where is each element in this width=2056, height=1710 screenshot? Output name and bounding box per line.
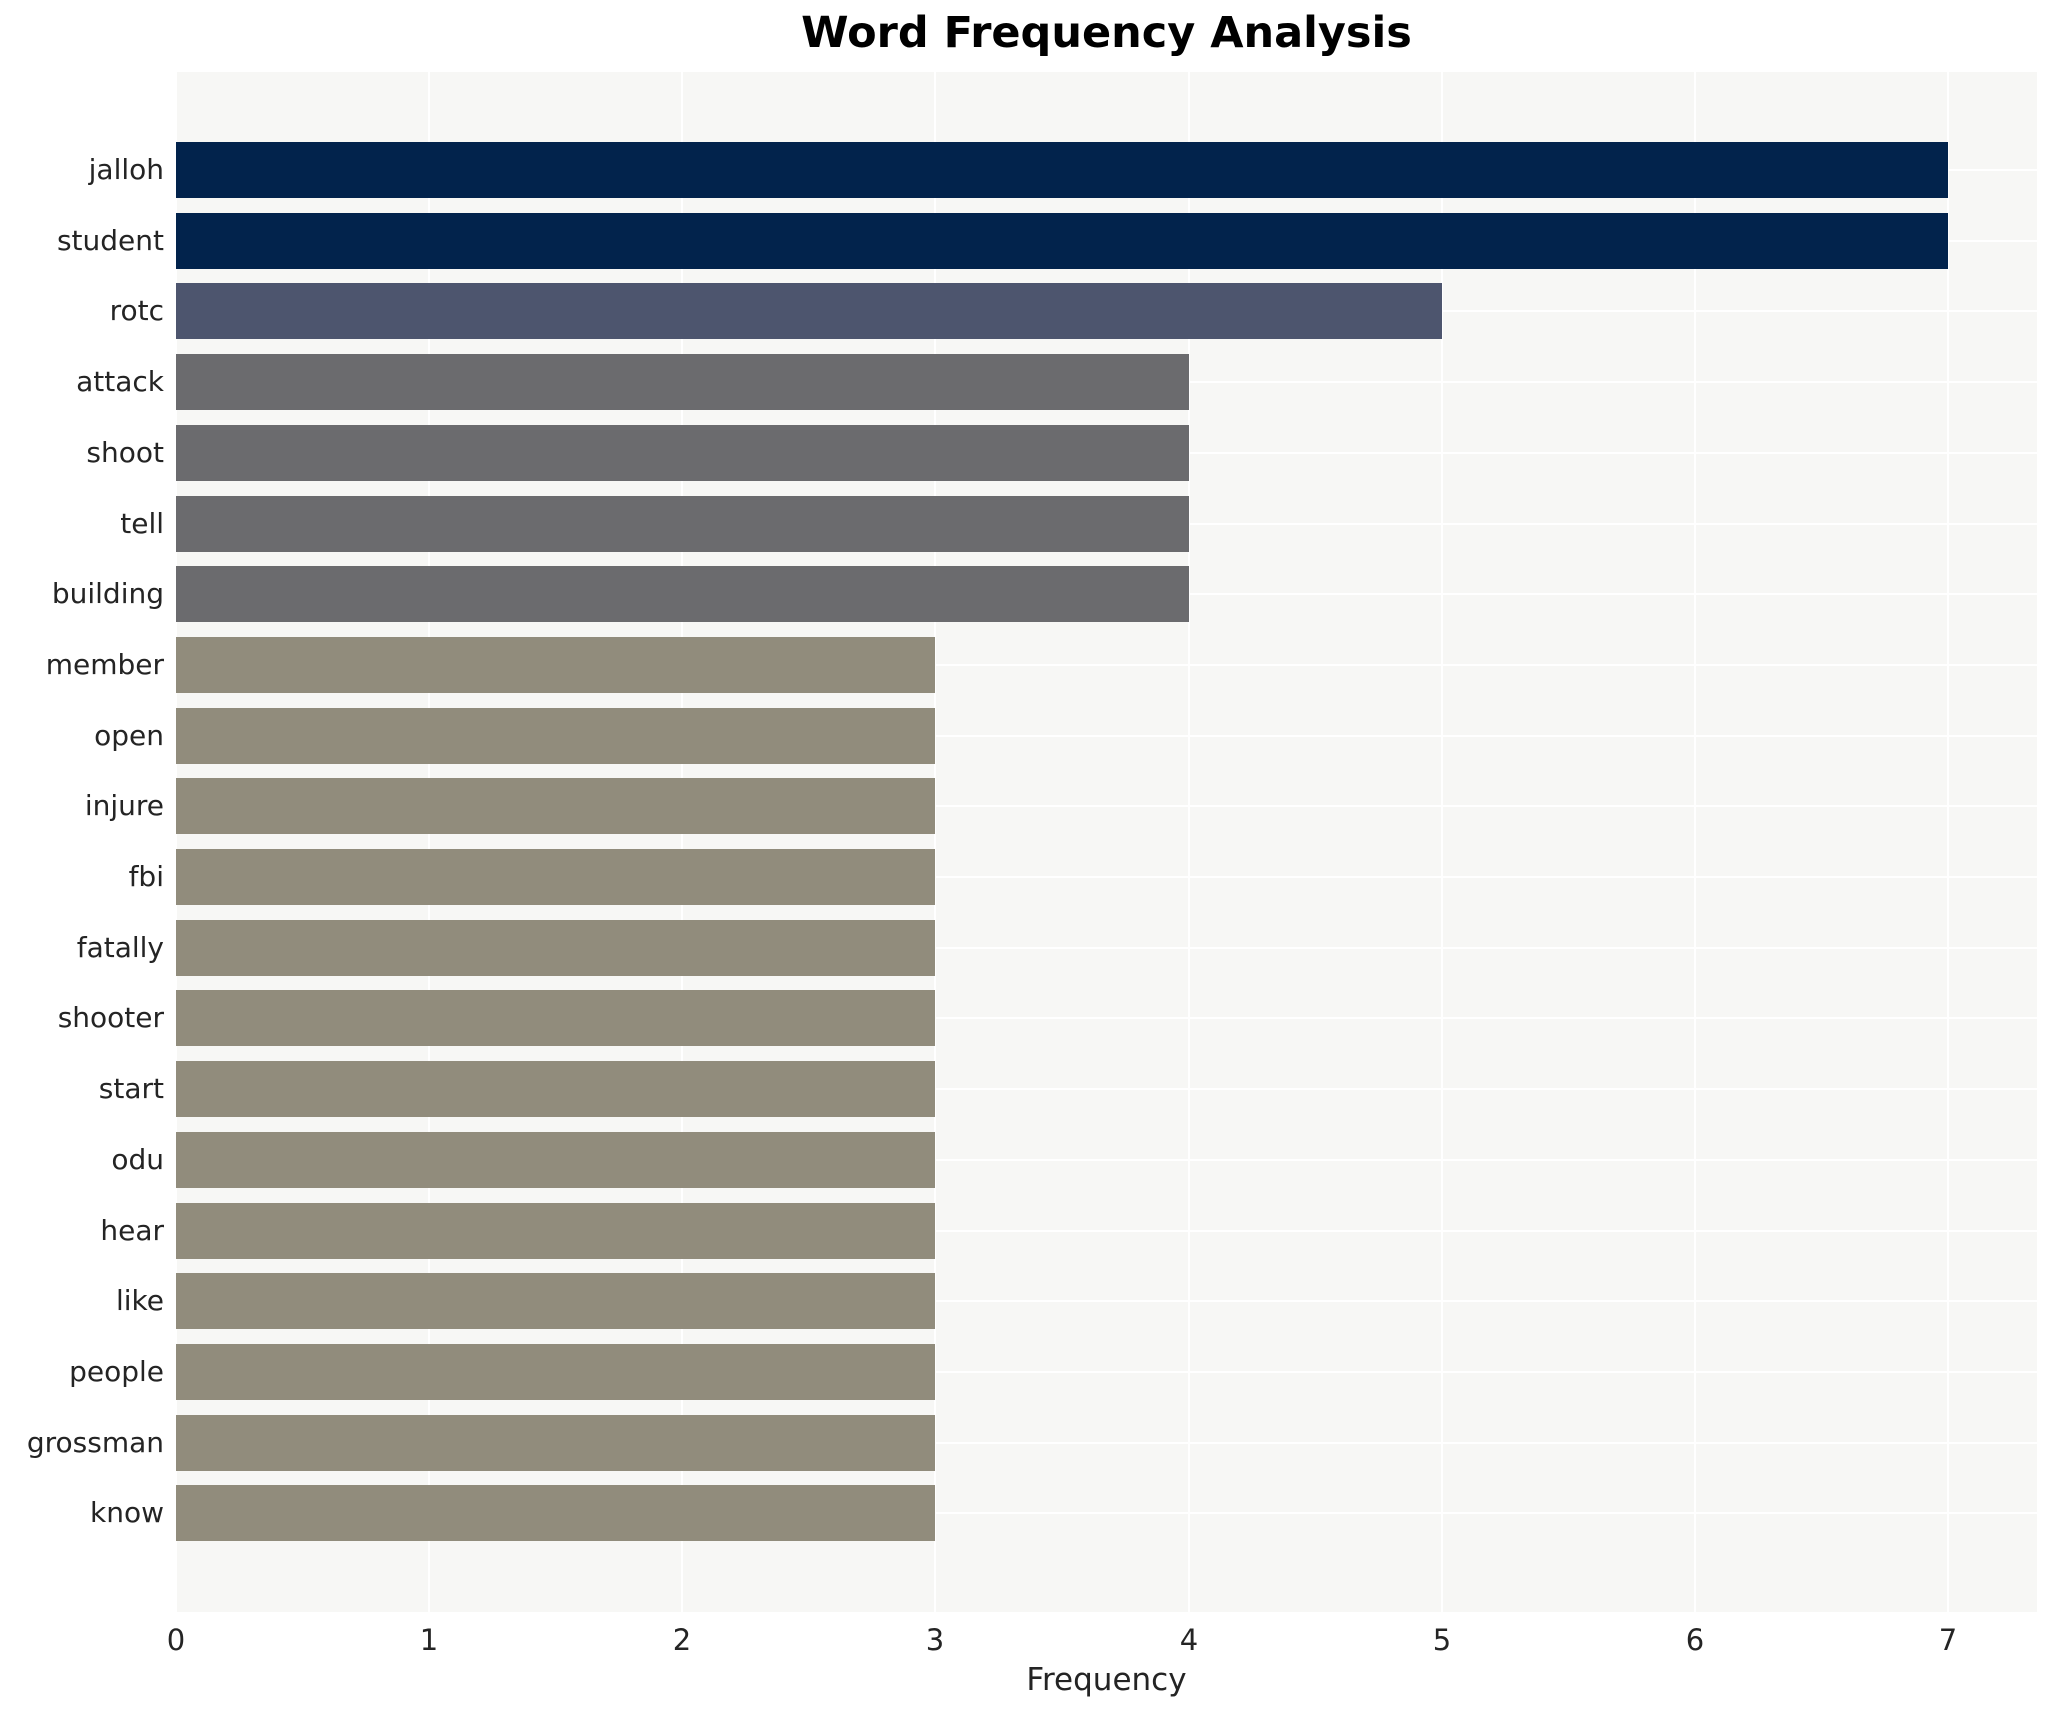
gridline-vertical [1694, 72, 1696, 1612]
bar [176, 778, 935, 834]
y-tick-label: injure [84, 789, 164, 822]
gridline-horizontal [176, 1512, 2037, 1514]
bar [176, 496, 1189, 552]
bar [176, 354, 1189, 410]
bar [176, 1344, 935, 1400]
y-tick-label: student [56, 224, 164, 257]
gridline-horizontal [176, 735, 2037, 737]
bar [176, 1485, 935, 1541]
bar [176, 920, 935, 976]
gridline-horizontal [176, 876, 2037, 878]
gridline-horizontal [176, 664, 2037, 666]
gridline-vertical [1188, 72, 1190, 1612]
bar [176, 1273, 935, 1329]
x-tick-label: 6 [1685, 1623, 1705, 1657]
x-tick-label: 5 [1432, 1623, 1452, 1657]
x-tick-label: 2 [672, 1623, 692, 1657]
gridline-horizontal [176, 805, 2037, 807]
y-tick-label: start [98, 1072, 164, 1105]
gridline-horizontal [176, 1300, 2037, 1302]
gridline-vertical [428, 72, 430, 1612]
bar [176, 990, 935, 1046]
gridline-horizontal [176, 1230, 2037, 1232]
bar [176, 142, 1948, 198]
bar [176, 1061, 935, 1117]
x-tick-label: 4 [1179, 1623, 1199, 1657]
gridline-vertical [681, 72, 683, 1612]
y-tick-label: grossman [26, 1426, 164, 1459]
y-tick-label: jalloh [88, 153, 164, 186]
x-tick-label: 1 [419, 1623, 439, 1657]
plot-area [175, 72, 2037, 1612]
bar [176, 1415, 935, 1471]
gridline-horizontal [176, 1371, 2037, 1373]
x-tick-label: 0 [166, 1623, 186, 1657]
gridline-horizontal [176, 1017, 2037, 1019]
gridline-vertical [1441, 72, 1443, 1612]
y-tick-label: rotc [109, 294, 164, 327]
y-tick-label: fatally [76, 931, 164, 964]
gridline-vertical [175, 72, 177, 1612]
bar [176, 849, 935, 905]
y-tick-label: open [94, 719, 164, 752]
y-tick-label: member [45, 648, 164, 681]
bar [176, 708, 935, 764]
gridline-horizontal [176, 1159, 2037, 1161]
y-tick-label: building [51, 577, 164, 610]
bar [176, 283, 1442, 339]
y-tick-label: hear [100, 1214, 164, 1247]
gridline-horizontal [176, 1442, 2037, 1444]
gridline-vertical [1947, 72, 1949, 1612]
bar [176, 1132, 935, 1188]
gridline-vertical [934, 72, 936, 1612]
x-tick-label: 3 [925, 1623, 945, 1657]
bar [176, 1203, 935, 1259]
y-tick-label: know [90, 1496, 164, 1529]
bar [176, 566, 1189, 622]
bar [176, 637, 935, 693]
x-axis-title: Frequency [1026, 1662, 1187, 1698]
y-tick-label: odu [111, 1143, 164, 1176]
y-tick-label: like [115, 1284, 164, 1317]
y-tick-label: fbi [128, 860, 164, 893]
y-tick-label: people [69, 1355, 164, 1388]
chart-title: Word Frequency Analysis [801, 8, 1412, 58]
bar [176, 213, 1948, 269]
y-tick-label: attack [76, 365, 164, 398]
bar [176, 425, 1189, 481]
gridline-horizontal [176, 947, 2037, 949]
y-tick-label: shoot [86, 436, 164, 469]
y-tick-label: tell [120, 507, 164, 540]
gridline-horizontal [176, 1088, 2037, 1090]
x-tick-label: 7 [1938, 1623, 1958, 1657]
y-tick-label: shooter [57, 1001, 164, 1034]
